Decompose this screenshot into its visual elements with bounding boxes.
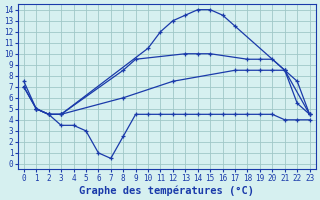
X-axis label: Graphe des températures (°C): Graphe des températures (°C) (79, 185, 254, 196)
